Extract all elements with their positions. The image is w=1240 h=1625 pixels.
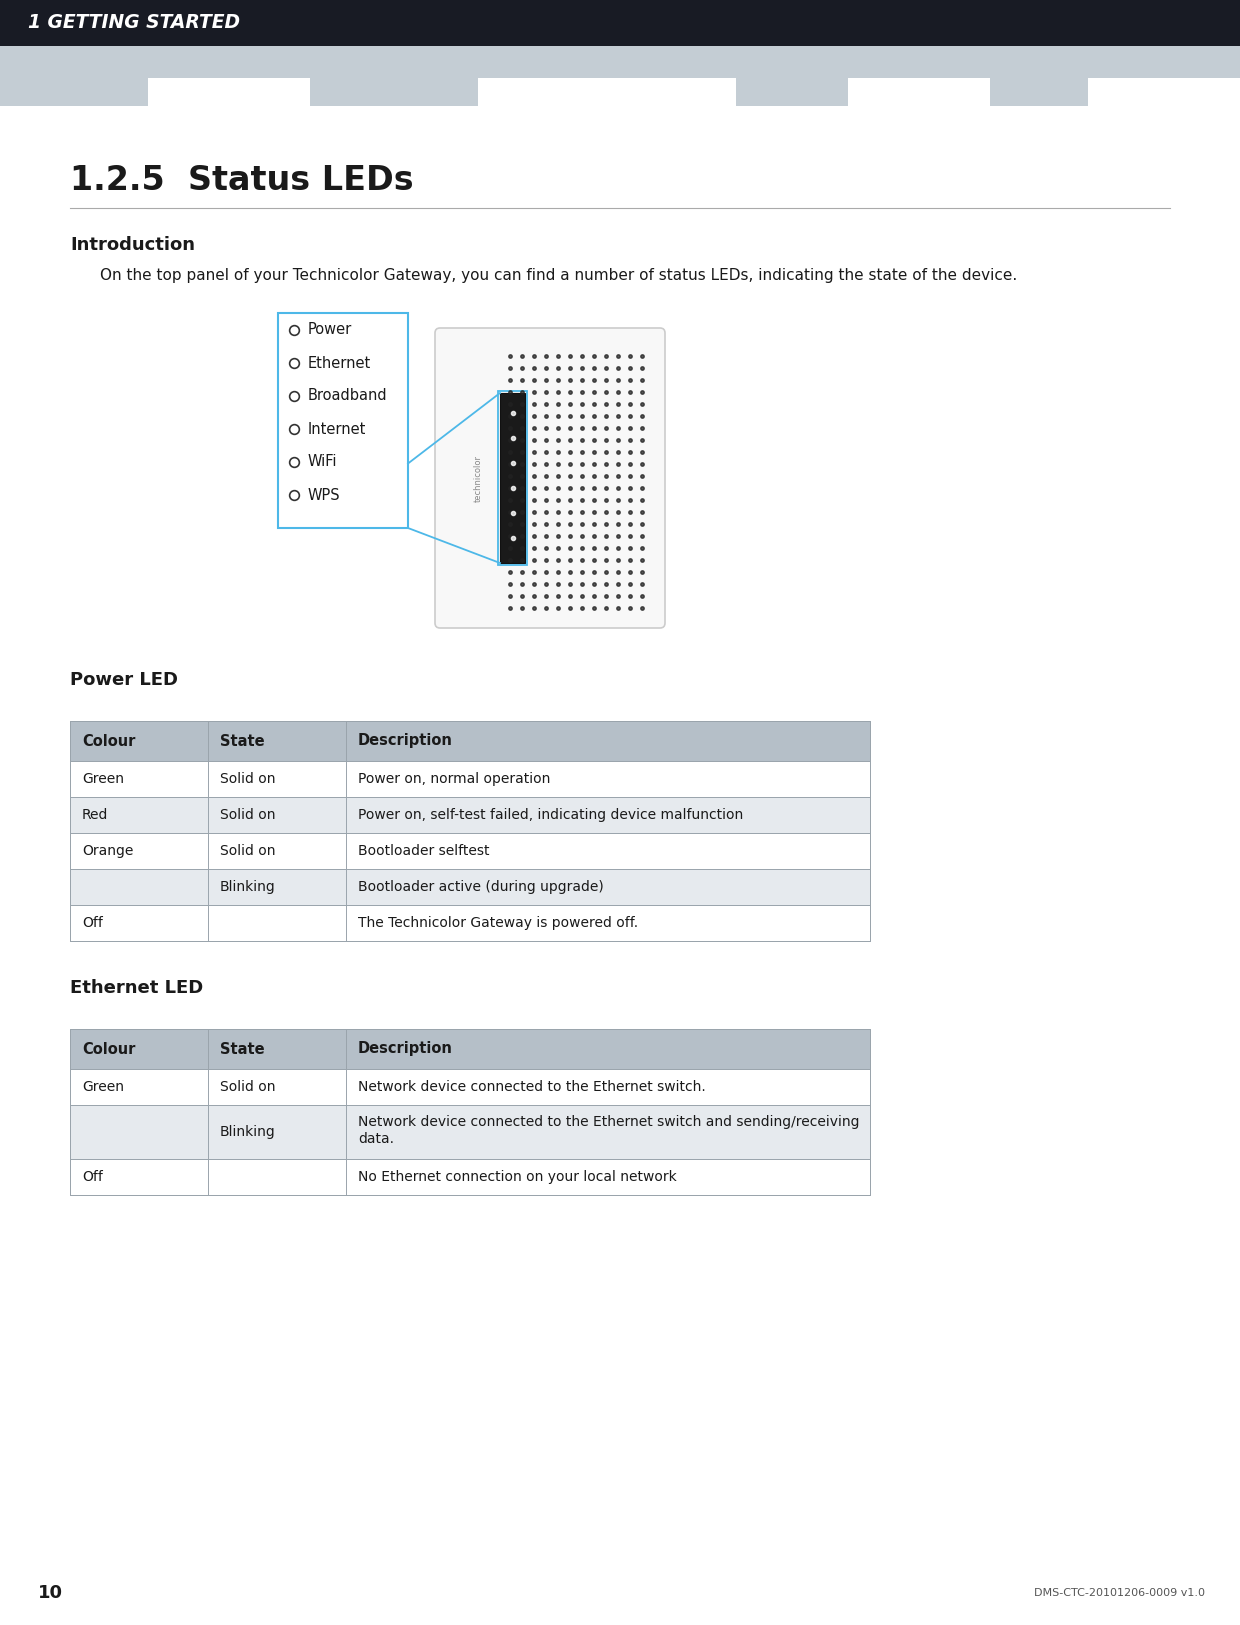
Bar — [1087, 78, 1240, 106]
Text: Description: Description — [358, 733, 453, 749]
Text: 1.2.5  Status LEDs: 1.2.5 Status LEDs — [69, 164, 414, 197]
Bar — [69, 722, 870, 760]
Text: Blinking: Blinking — [219, 1124, 275, 1139]
Text: 1 GETTING STARTED: 1 GETTING STARTED — [29, 13, 241, 32]
Bar — [69, 1029, 870, 1194]
Text: No Ethernet connection on your local network: No Ethernet connection on your local net… — [358, 1170, 677, 1185]
Bar — [69, 1105, 870, 1159]
Text: Colour: Colour — [82, 733, 135, 749]
Bar — [69, 869, 870, 905]
Text: The Technicolor Gateway is powered off.: The Technicolor Gateway is powered off. — [358, 916, 639, 929]
Text: Orange: Orange — [82, 843, 134, 858]
Text: Internet: Internet — [308, 421, 366, 437]
Text: Blinking: Blinking — [219, 881, 275, 894]
Text: WPS: WPS — [308, 488, 341, 502]
Bar — [69, 1069, 870, 1105]
Bar — [500, 393, 525, 562]
Text: Bootloader selftest: Bootloader selftest — [358, 843, 490, 858]
Text: Colour: Colour — [82, 1042, 135, 1056]
Text: Green: Green — [82, 772, 124, 786]
Bar — [69, 1029, 870, 1069]
Text: WiFi: WiFi — [308, 455, 337, 470]
Text: Introduction: Introduction — [69, 236, 195, 254]
Text: Power on, normal operation: Power on, normal operation — [358, 772, 551, 786]
Text: Solid on: Solid on — [219, 1081, 275, 1094]
Text: Off: Off — [82, 1170, 103, 1185]
Text: Power on, self-test failed, indicating device malfunction: Power on, self-test failed, indicating d… — [358, 808, 743, 822]
Text: Off: Off — [82, 916, 103, 929]
Text: Solid on: Solid on — [219, 843, 275, 858]
Bar — [0, 46, 1240, 106]
Text: data.: data. — [358, 1133, 394, 1146]
Bar — [69, 834, 870, 869]
Text: Broadband: Broadband — [308, 388, 388, 403]
Text: Network device connected to the Ethernet switch.: Network device connected to the Ethernet… — [358, 1081, 706, 1094]
Bar — [69, 796, 870, 834]
Text: DMS-CTC-20101206-0009 v1.0: DMS-CTC-20101206-0009 v1.0 — [1034, 1588, 1205, 1597]
Bar — [848, 78, 990, 106]
Bar — [0, 0, 1240, 46]
Text: Red: Red — [82, 808, 108, 822]
FancyBboxPatch shape — [435, 328, 665, 627]
Bar — [278, 314, 408, 528]
Text: Description: Description — [358, 1042, 453, 1056]
Text: 10: 10 — [38, 1584, 63, 1602]
Bar — [69, 1159, 870, 1194]
Text: Power: Power — [308, 322, 352, 338]
Text: Ethernet LED: Ethernet LED — [69, 978, 203, 998]
Text: On the top panel of your Technicolor Gateway, you can find a number of status LE: On the top panel of your Technicolor Gat… — [100, 268, 1017, 283]
Bar — [477, 78, 737, 106]
Bar — [148, 78, 310, 106]
Text: technicolor: technicolor — [474, 455, 482, 502]
Bar — [69, 760, 870, 796]
Text: Green: Green — [82, 1081, 124, 1094]
Text: State: State — [219, 1042, 264, 1056]
Bar — [498, 392, 527, 566]
Bar — [69, 722, 870, 941]
Text: Solid on: Solid on — [219, 772, 275, 786]
Text: Bootloader active (during upgrade): Bootloader active (during upgrade) — [358, 881, 604, 894]
Bar — [69, 905, 870, 941]
Text: Ethernet: Ethernet — [308, 356, 371, 370]
Text: Solid on: Solid on — [219, 808, 275, 822]
Text: Power LED: Power LED — [69, 671, 179, 689]
Text: Network device connected to the Ethernet switch and sending/receiving: Network device connected to the Ethernet… — [358, 1115, 859, 1129]
Text: State: State — [219, 733, 264, 749]
